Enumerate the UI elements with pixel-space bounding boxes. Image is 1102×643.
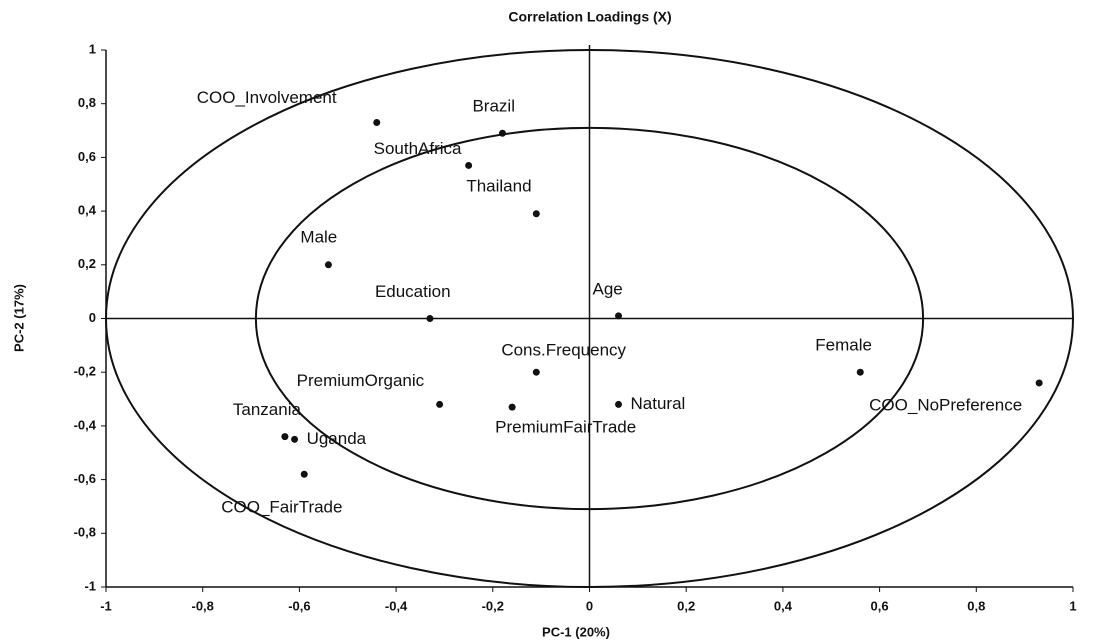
- point-label: PremiumFairTrade: [495, 418, 636, 437]
- point-label: COO_Involvement: [197, 88, 337, 107]
- y-tick-label: -0,6: [74, 471, 96, 486]
- point-label: Tanzania: [233, 400, 302, 419]
- point: [436, 400, 444, 408]
- point-label: Age: [593, 279, 623, 298]
- y-tick-label: 0,2: [78, 256, 96, 271]
- point: [324, 261, 332, 269]
- x-tick-label: 1: [1069, 598, 1076, 613]
- y-tick-label: 0,4: [78, 203, 97, 218]
- y-tick-label: 0: [89, 310, 96, 325]
- y-tick-label: -0,8: [74, 525, 96, 540]
- point: [532, 210, 540, 218]
- point-label: Thailand: [466, 176, 531, 195]
- x-tick-label: 0,4: [774, 598, 793, 613]
- x-tick-label: -0,6: [288, 598, 310, 613]
- point: [498, 129, 506, 137]
- point: [291, 435, 299, 443]
- point-label: Male: [300, 227, 337, 246]
- point: [281, 433, 289, 441]
- x-tick-label: -0,8: [191, 598, 213, 613]
- x-axis-label: PC-1 (20%): [542, 624, 610, 639]
- point-label: COO_FairTrade: [221, 498, 342, 517]
- point-label: Natural: [631, 394, 686, 413]
- x-tick-label: 0,8: [967, 598, 985, 613]
- point: [508, 403, 516, 411]
- x-tick-label: 0,2: [677, 598, 695, 613]
- y-axis-label: PC-2 (17%): [11, 284, 26, 352]
- point-label: Education: [375, 282, 451, 301]
- point-label: Uganda: [307, 429, 367, 448]
- chart-title: Correlation Loadings (X): [508, 9, 671, 25]
- x-tick-label: -0,4: [385, 598, 408, 613]
- point: [856, 368, 864, 376]
- point: [426, 315, 434, 322]
- x-tick-label: -1: [100, 598, 112, 613]
- point: [465, 161, 473, 169]
- y-tick-label: -0,4: [74, 417, 97, 432]
- point-label: Brazil: [472, 97, 515, 116]
- point: [1035, 379, 1043, 387]
- point: [373, 118, 381, 126]
- y-tick-label: -1: [84, 578, 96, 593]
- x-tick-label: 0: [586, 598, 593, 613]
- point: [532, 368, 540, 376]
- y-tick-label: 0,8: [78, 95, 96, 110]
- point: [615, 400, 623, 408]
- y-tick-label: -0,2: [74, 364, 96, 379]
- point: [300, 470, 308, 478]
- y-tick-label: 0,6: [78, 149, 96, 164]
- y-tick-label: 1: [89, 41, 96, 56]
- point-label: Cons.Frequency: [501, 341, 626, 360]
- x-tick-label: -0,2: [482, 598, 504, 613]
- point: [615, 312, 623, 320]
- point-label: SouthAfrica: [374, 139, 462, 158]
- point-label: Female: [815, 336, 872, 355]
- x-tick-label: 0,6: [871, 598, 889, 613]
- point-label: PremiumOrganic: [297, 371, 425, 390]
- point-label: COO_NoPreference: [869, 395, 1022, 414]
